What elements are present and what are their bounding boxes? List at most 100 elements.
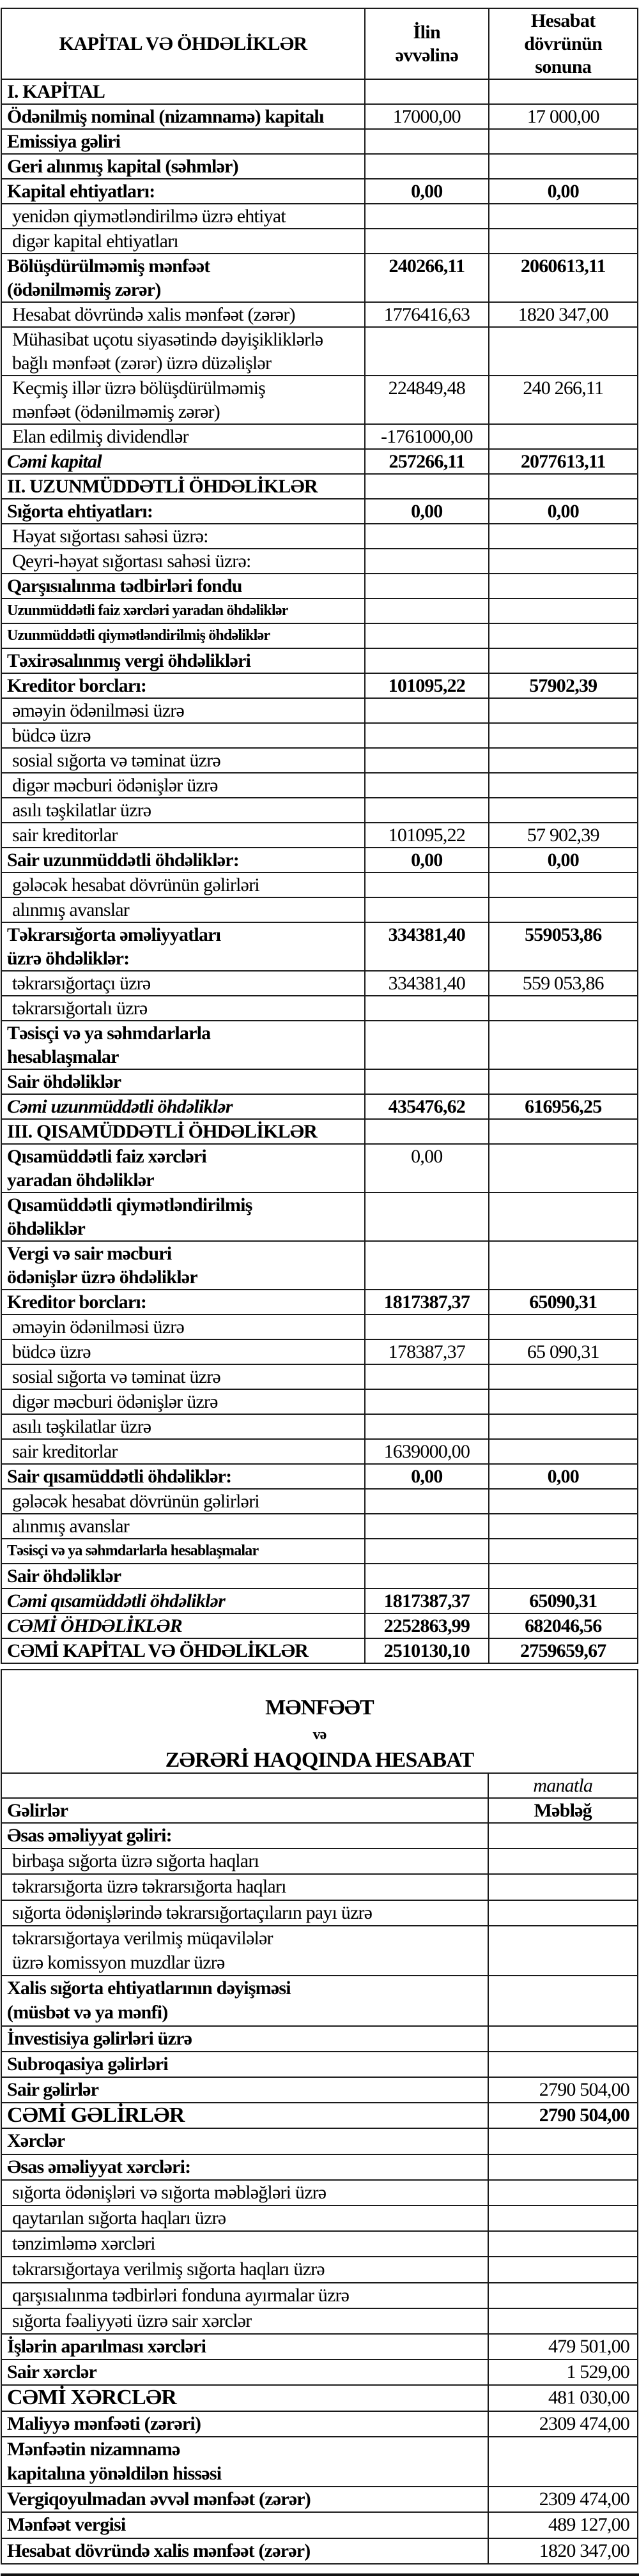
- balance-row: asılı təşkilatlar üzrə: [0, 1414, 639, 1440]
- value-start-of-year: [364, 648, 489, 674]
- balance-row: alınmış avanslar: [0, 897, 639, 923]
- value-start-of-year: [364, 153, 489, 179]
- value-end-of-period: [488, 897, 639, 923]
- balance-row: Sığorta ehtiyatları: 0,00 0,00: [0, 498, 639, 524]
- balance-row: büdcə üzrə: [0, 722, 639, 749]
- balance-row: Cəmi qısamüddətli öhdəliklər 1817387,37 65…: [0, 1588, 639, 1614]
- row-label: Ödənilmiş nominal (nizamnamə) kapitalı: [0, 103, 366, 130]
- balance-row: I. KAPİTAL: [0, 79, 639, 105]
- row-label: alınmış avanslar: [0, 1513, 366, 1539]
- balance-row: Təsisçi və ya səhmdarlarla hesablaşmalar: [0, 1020, 639, 1070]
- value-start-of-year: [364, 1118, 489, 1145]
- amount: [487, 2307, 639, 2335]
- row-label: Sair öhdəliklər: [0, 1069, 366, 1095]
- value-start-of-year: 257266,11: [364, 448, 489, 475]
- row-label: sosial sığorta və təminat üzrə: [0, 747, 366, 774]
- value-end-of-period: 57 902,39: [488, 822, 639, 848]
- value-end-of-period: [488, 1513, 639, 1539]
- row-label: II. UZUNMÜDDƏTLİ ÖHDƏLİKLƏR: [0, 473, 366, 499]
- balance-row: təkrarsığortaçı üzrə 334381,40 559 053,86: [0, 970, 639, 996]
- value-start-of-year: [364, 1488, 489, 1514]
- row-label: Uzunmüddətli qiymətləndirilmiş öhdəliklə…: [0, 623, 366, 649]
- balance-row: III. QISAMÜDDƏTLİ ÖHDƏLİKLƏR: [0, 1118, 639, 1145]
- row-label: Təsisçi və ya səhmdarlarla hesablaşmalar: [0, 1538, 366, 1564]
- value-start-of-year: 2510130,10: [364, 1638, 489, 1664]
- value-end-of-period: [488, 772, 639, 798]
- value-end-of-period: [488, 1020, 639, 1070]
- column-header-end-of-period: Hesabat dövrünün sonuna: [488, 8, 639, 80]
- income-title-and: və: [312, 1726, 327, 1743]
- income-row: təkrarsığorta üzrə təkrarsığorta haqları: [1, 1873, 639, 1901]
- value-start-of-year: [364, 772, 489, 798]
- balance-row: Sair öhdəliklər: [0, 1069, 639, 1095]
- balance-row: Cəmi kapital 257266,11 2077613,11: [0, 448, 639, 475]
- balance-row: Elan edilmiş dividendlər -1761000,00: [0, 423, 639, 450]
- row-label: CƏMİ KAPİTAL VƏ ÖHDƏLİKLƏR: [0, 1638, 366, 1664]
- value-end-of-period: 0,00: [488, 178, 639, 204]
- value-end-of-period: [488, 648, 639, 674]
- balance-row: Uzunmüddətli faiz xərcləri yaradan öhdəl…: [0, 598, 639, 624]
- income-row: təkrarsığortaya verilmiş sığorta haqları…: [1, 2256, 639, 2283]
- row-label: Cəmi uzunmüddətli öhdəliklər: [0, 1094, 366, 1120]
- balance-row: Təkrarsığorta əməliyyatları üzrə öhdəlik…: [0, 922, 639, 972]
- income-row: Maliyyə mənfəəti (zərəri) 2309 474,00: [1, 2410, 639, 2437]
- row-label: yenidən qiymətləndirilmə üzrə ehtiyat: [0, 203, 366, 229]
- value-start-of-year: 0,00: [364, 1143, 489, 1193]
- value-start-of-year: [364, 573, 489, 599]
- amount: 489 127,00: [487, 2511, 639, 2539]
- value-start-of-year: [364, 697, 489, 724]
- value-end-of-period: [488, 153, 639, 179]
- row-label: Sair öhdəliklər: [0, 1563, 366, 1589]
- value-start-of-year: [364, 548, 489, 574]
- row-label: əməyin ödənilməsi üzrə: [0, 697, 366, 724]
- unit-row: manatla: [1, 1772, 639, 1799]
- balance-row: Hesabat dövründə xalis mənfəət (zərər) 17…: [0, 301, 639, 328]
- income-row: Subroqasiya gəlirləri: [1, 2050, 639, 2078]
- row-label: Uzunmüddətli faiz xərcləri yaradan öhdəl…: [0, 598, 366, 624]
- bottom-rule: [1, 2573, 639, 2576]
- row-label: əməyin ödənilməsi üzrə: [0, 1314, 366, 1340]
- balance-rows: I. KAPİTAL Ödənilmiş nominal (nizamnamə) …: [0, 79, 639, 1664]
- income-row: Mənfəət vergisi 489 127,00: [1, 2511, 639, 2539]
- row-label: qarşısıalınma tədbirləri fonduna ayırmal…: [1, 2282, 489, 2309]
- income-row: təkrarsığortaya verilmiş müqavilələr üzr…: [1, 1924, 639, 1977]
- value-start-of-year: [364, 797, 489, 823]
- balance-row: gələcək hesabat dövrünün gəlirləri: [0, 1488, 639, 1514]
- value-end-of-period: [488, 228, 639, 254]
- row-label: birbaşa sığorta üzrə sığorta haqları: [1, 1848, 489, 1875]
- column-header-start-of-year: İlin əvvəlinə: [364, 8, 489, 80]
- row-label: büdcə üzrə: [0, 722, 366, 749]
- income-title: MƏNFƏƏT və ZƏRƏRİ HAQQINDA HESABAT: [1, 1669, 638, 1774]
- value-start-of-year: [364, 995, 489, 1021]
- row-label: Keçmiş illər üzrə bölüşdürülməmiş mənfəə…: [0, 375, 366, 425]
- value-start-of-year: 0,00: [364, 847, 489, 873]
- row-label: Vergiqoyulmadan əvvəl mənfəət (zərər): [1, 2486, 489, 2513]
- row-label: CƏMİ XƏRCLƏR: [1, 2384, 489, 2412]
- balance-sheet-table: KAPİTAL VƏ ÖHDƏLİKLƏR İlin əvvəlinə Hesa…: [0, 8, 639, 1664]
- amount: 2309 474,00: [487, 2486, 639, 2513]
- balance-row: Qarşısıalınma tədbirləri fondu: [0, 573, 639, 599]
- amount: [487, 2205, 639, 2232]
- amount: 1 529,00: [487, 2359, 639, 2386]
- value-end-of-period: 65090,31: [488, 1289, 639, 1315]
- amount: [487, 2050, 639, 2078]
- row-label: sair kreditorlar: [0, 822, 366, 848]
- row-label: sosial sığorta və təminat üzrə: [0, 1364, 366, 1390]
- value-end-of-period: 0,00: [488, 498, 639, 524]
- value-end-of-period: [488, 326, 639, 376]
- row-label: Kreditor borcları:: [0, 1289, 366, 1315]
- amount: 2790 504,00: [487, 2102, 639, 2130]
- value-end-of-period: 2077613,11: [488, 448, 639, 475]
- value-start-of-year: 224849,48: [364, 375, 489, 425]
- balance-row: Sair qısamüddətli öhdəliklər: 0,00 0,00: [0, 1463, 639, 1490]
- balance-row: Təxirəsalınmış vergi öhdəlikləri: [0, 648, 639, 674]
- value-start-of-year: 2252863,99: [364, 1613, 489, 1639]
- row-label: sığorta ödənişlərində təkrarsığortaçılar…: [1, 1899, 489, 1926]
- value-end-of-period: [488, 1069, 639, 1095]
- row-label: təkrarsığorta üzrə təkrarsığorta haqları: [1, 1873, 489, 1901]
- value-start-of-year: 101095,22: [364, 673, 489, 699]
- value-start-of-year: [364, 523, 489, 549]
- value-end-of-period: 0,00: [488, 1463, 639, 1490]
- value-end-of-period: 65090,31: [488, 1588, 639, 1614]
- value-end-of-period: [488, 747, 639, 774]
